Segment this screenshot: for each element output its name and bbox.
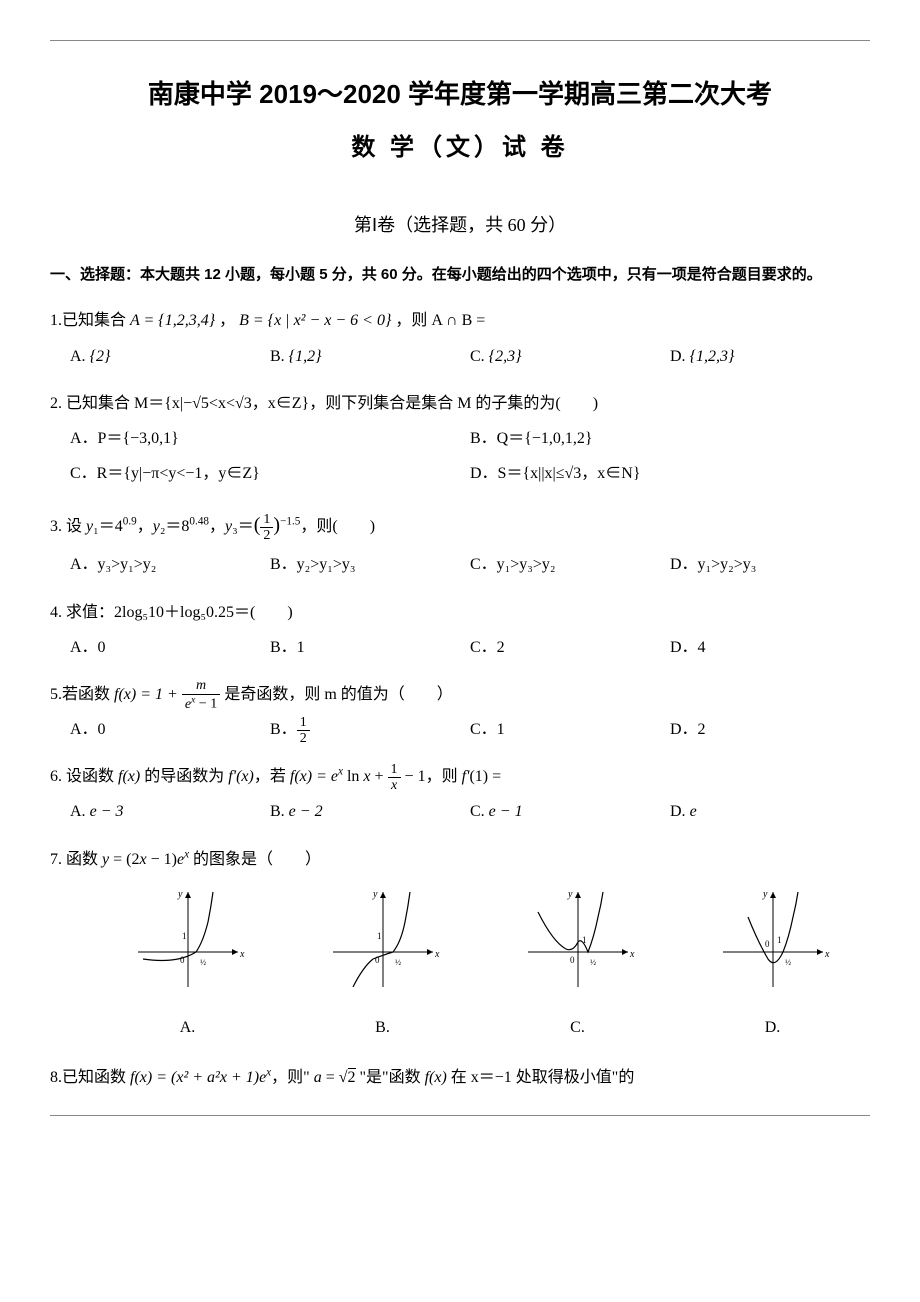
main-title: 南康中学 2019～2020 学年度第一学期高三第二次大考 [50,71,870,118]
q6-stem: 6. 设函数 f(x) 的导函数为 f'(x)，若 f(x) = ex ln x… [50,759,870,794]
question-6: 6. 设函数 f(x) 的导函数为 f'(x)，若 f(x) = ex ln x… [50,759,870,829]
q2-optB: B．Q＝{−1,0,1,2} [470,421,870,456]
svg-text:1: 1 [182,931,187,941]
section-header: 第Ⅰ卷（选择题，共 60 分） [50,209,870,241]
svg-text:x: x [239,949,245,960]
q7-graph-C: x y 0 1 ½ C. [518,887,638,1045]
q2-optC: C．R＝{y|−π<y<−1，y∈Z} [70,456,470,491]
q1-optD: D. {1,2,3} [670,339,870,374]
q7-graph-D: x y 0 1 ½ D. [713,887,833,1045]
q3-stem: 3. 设 y₁＝40.9，y₂＝80.48，y₃＝(12)−1.5，则( ) [50,503,870,547]
q3-optC: C．y₁>y₃>y₂ [470,547,670,582]
q2-stem: 2. 已知集合 M＝{x|−√5<x<√3，x∈Z}，则下列集合是集合 M 的子… [50,386,870,421]
question-2: 2. 已知集合 M＝{x|−√5<x<√3，x∈Z}，则下列集合是集合 M 的子… [50,386,870,492]
q2-optA: A．P＝{−3,0,1} [70,421,470,456]
svg-text:y: y [762,889,768,900]
q5-optA: A．0 [70,712,270,747]
q4-optA: A．0 [70,630,270,665]
q2-options: A．P＝{−3,0,1} B．Q＝{−1,0,1,2} C．R＝{y|−π<y<… [70,421,870,491]
q1-optB: B. {1,2} [270,339,470,374]
q7-stem: 7. 函数 y = (2x − 1)ex 的图象是（ ） [50,842,870,877]
svg-text:0: 0 [570,955,575,965]
bottom-divider [50,1115,870,1116]
q1-optA: A. {2} [70,339,270,374]
q1-options: A. {2} B. {1,2} C. {2,3} D. {1,2,3} [70,339,870,374]
svg-text:0: 0 [180,955,185,965]
q1-stem-pre: 1.已知集合 [50,312,130,329]
svg-text:x: x [824,949,830,960]
q7-labelC: C. [518,1010,638,1045]
question-3: 3. 设 y₁＝40.9，y₂＝80.48，y₃＝(12)−1.5，则( ) A… [50,503,870,582]
q2-optD: D．S＝{x||x|≤√3，x∈N} [470,456,870,491]
svg-text:y: y [567,889,573,900]
question-4: 4. 求值：2log₅10＋log₅0.25＝( ) A．0 B．1 C．2 D… [50,595,870,665]
svg-text:x: x [629,949,635,960]
svg-text:½: ½ [200,958,206,967]
question-8: 8.已知函数 f(x) = (x² + a²x + 1)ex，则" a = √2… [50,1060,870,1095]
sub-title: 数 学（文）试 卷 [50,126,870,169]
q7-labelA: A. [128,1010,248,1045]
q1-setB: B = {x | x² − x − 6 < 0} [239,312,391,329]
q6-optC: C. e − 1 [470,794,670,829]
q4-options: A．0 B．1 C．2 D．4 [70,630,870,665]
q5-options: A．0 B．12 C．1 D．2 [70,712,870,747]
q6-optB: B. e − 2 [270,794,470,829]
q1-post: ，则 A ∩ B = [395,312,485,329]
q7-labelD: D. [713,1010,833,1045]
q3-optB: B．y₂>y₁>y₃ [270,547,470,582]
svg-text:1: 1 [777,935,782,945]
q7-graph-A: x y 0 1 ½ A. [128,887,248,1045]
q8-stem: 8.已知函数 f(x) = (x² + a²x + 1)ex，则" a = √2… [50,1068,634,1086]
q6-options: A. e − 3 B. e − 2 C. e − 1 D. e [70,794,870,829]
q4-optC: C．2 [470,630,670,665]
q7-graphs: x y 0 1 ½ A. x y 0 1 ½ B. [90,887,870,1045]
question-7: 7. 函数 y = (2x − 1)ex 的图象是（ ） x y 0 1 ½ A… [50,842,870,1046]
svg-text:y: y [372,889,378,900]
svg-text:x: x [434,949,440,960]
q4-optB: B．1 [270,630,470,665]
svg-text:0: 0 [765,939,770,949]
q4-stem: 4. 求值：2log₅10＋log₅0.25＝( ) [50,595,870,630]
q5-optC: C．1 [470,712,670,747]
question-5: 5.若函数 f(x) = 1 + mex − 1 是奇函数，则 m 的值为（ ）… [50,677,870,747]
question-1: 1.已知集合 A = {1,2,3,4} ， B = {x | x² − x −… [50,303,870,373]
svg-text:y: y [177,889,183,900]
q5-optB: B．12 [270,712,470,747]
q3-optA: A．y₃>y₁>y₂ [70,547,270,582]
graph-b-svg: x y 0 1 ½ [323,887,443,997]
graph-a-svg: x y 0 1 ½ [128,887,248,997]
q6-optA: A. e − 3 [70,794,270,829]
q1-comma: ， [219,312,235,329]
q7-graph-B: x y 0 1 ½ B. [323,887,443,1045]
q5-stem: 5.若函数 f(x) = 1 + mex − 1 是奇函数，则 m 的值为（ ） [50,677,870,712]
graph-c-svg: x y 0 1 ½ [518,887,638,997]
svg-text:½: ½ [785,958,791,967]
q1-optC: C. {2,3} [470,339,670,374]
q3-optD: D．y₁>y₂>y₃ [670,547,870,582]
svg-text:1: 1 [377,931,382,941]
q1-setA: A = {1,2,3,4} [130,312,215,329]
graph-d-svg: x y 0 1 ½ [713,887,833,997]
svg-text:½: ½ [395,958,401,967]
q6-optD: D. e [670,794,870,829]
q7-labelB: B. [323,1010,443,1045]
top-divider [50,40,870,41]
q3-options: A．y₃>y₁>y₂ B．y₂>y₁>y₃ C．y₁>y₃>y₂ D．y₁>y₂… [70,547,870,582]
q4-optD: D．4 [670,630,870,665]
q5-optD: D．2 [670,712,870,747]
instructions: 一、选择题：本大题共 12 小题，每小题 5 分，共 60 分。在每小题给出的四… [98,261,870,288]
svg-text:½: ½ [590,958,596,967]
